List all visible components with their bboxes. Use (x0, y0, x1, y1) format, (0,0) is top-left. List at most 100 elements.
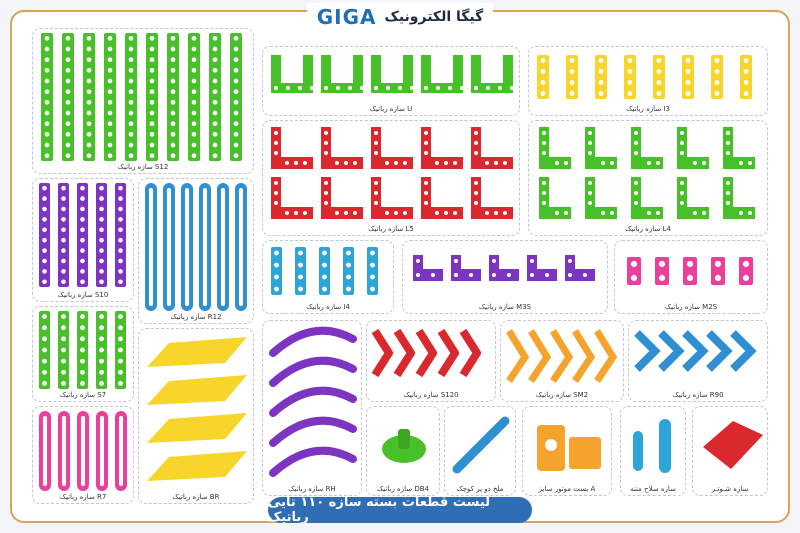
m3s-parts (413, 255, 599, 281)
header: GIGA گیگا الکترونیک (0, 0, 800, 34)
chevron-part (415, 328, 437, 378)
panel-m3s: سازه رباتیک M3S (402, 240, 608, 314)
panel-i3: سازه رباتیک I3 (528, 46, 768, 116)
arc-part (269, 446, 357, 477)
l-part (539, 127, 571, 169)
chevron-part (594, 329, 618, 383)
s7-parts (39, 311, 126, 389)
strip-part (146, 33, 158, 161)
i4-parts (271, 247, 378, 295)
brand-logo: GIGA (316, 5, 377, 29)
panel-rh-label: سازه رباتیک RH (288, 485, 336, 493)
strip-part (566, 55, 578, 99)
l-part (677, 177, 709, 219)
panel-l5: سازه رباتیک L5 (262, 120, 520, 236)
panel-u: سازه رباتیک U (262, 46, 520, 116)
panel-br: سازه رباتیک BR (138, 328, 254, 504)
chevron-part (437, 328, 459, 378)
l-part (471, 127, 513, 169)
l-part (271, 127, 313, 169)
panel-coupler-label: ملخ دو پر کوچک (456, 485, 504, 493)
panel-s120: سازه رباتیک S120 (366, 320, 496, 402)
strip-part (595, 55, 607, 99)
panel-l4: سازه رباتیک L4 (528, 120, 768, 236)
panel-l4-label: سازه رباتیک L4 (625, 225, 671, 233)
m2s-parts (627, 257, 753, 285)
l-part (631, 177, 663, 219)
chevron-part (528, 329, 552, 383)
panel-u-label: سازه رباتیک U (369, 105, 413, 113)
panel-br-label: سازه رباتیک BR (172, 493, 220, 501)
panel-s10: سازه رباتیک S10 (32, 178, 134, 302)
strip-part (62, 33, 74, 161)
s12-parts (41, 33, 242, 161)
blade-part (147, 375, 247, 405)
arc-part (269, 356, 357, 387)
s10-parts (39, 183, 126, 287)
chevron-part (682, 330, 709, 372)
strip-part (83, 33, 95, 161)
chevron-part (550, 329, 574, 383)
strip-part (537, 55, 549, 99)
panel-shovel-label: سازه شـوتـر (711, 485, 749, 493)
panel-hex-key: سازه سلاح متنه (620, 406, 686, 496)
chevron-part (730, 330, 757, 372)
strip-part (319, 247, 330, 295)
l-part (723, 127, 755, 169)
u-parts (271, 55, 514, 93)
arc-part (269, 416, 357, 447)
u-part (271, 55, 313, 93)
u-part (421, 55, 463, 93)
panel-s7: سازه رباتیک S7 (32, 306, 134, 402)
drill-part (633, 431, 643, 471)
panel-coupler: ملخ دو پر کوچک (444, 406, 516, 496)
panel-r12-label: سازه رباتیک R12 (170, 313, 222, 321)
strip-part (271, 247, 282, 295)
panel-i3-label: سازه رباتیک I3 (626, 105, 670, 113)
chevron-part (634, 330, 661, 372)
footer-banner: لیست قطعات بسته سازه ۱۱۰ تایی رباتیک (268, 495, 532, 525)
panel-motor-mount: بست موتور سایز A (522, 406, 612, 496)
panel-m2s-label: سازه رباتیک M2S (664, 303, 718, 311)
strip-part (367, 247, 378, 295)
l-part (723, 177, 755, 219)
strip-part (740, 55, 752, 99)
l-part (321, 177, 363, 219)
panel-sm2: سازه رباتیک SM2 (500, 320, 624, 402)
m-part (413, 255, 443, 281)
br-parts (147, 337, 247, 481)
chevron-part (706, 330, 733, 372)
strip-part (682, 55, 694, 99)
u-part (321, 55, 363, 93)
panel-r90-label: سازه رباتیک R90 (672, 391, 724, 399)
shovel-parts (703, 421, 763, 469)
m-part (527, 255, 557, 281)
strip-part (125, 33, 137, 161)
panel-r7: سازه رباتیک R7 (32, 406, 134, 504)
panel-s7-label: سازه رباتیک S7 (59, 391, 107, 399)
chevron-part (459, 328, 481, 378)
panel-l5-label: سازه رباتیک L5 (368, 225, 414, 233)
m-part (565, 255, 595, 281)
drill-part (659, 419, 671, 473)
strip-part (115, 183, 126, 287)
i3-parts (537, 55, 752, 99)
panel-sm2-label: سازه رباتیک SM2 (535, 391, 589, 399)
u-part (471, 55, 513, 93)
panel-db4: سازه رباتیک DB4 (366, 406, 440, 496)
strip-part (58, 183, 69, 287)
db4-parts (382, 429, 426, 463)
strip-part (230, 33, 242, 161)
panel-i4: سازه رباتیک I4 (262, 240, 394, 314)
s120-parts (371, 328, 481, 378)
l-part (585, 127, 617, 169)
blade-part (147, 413, 247, 443)
strip-part (41, 33, 53, 161)
panel-r7-label: سازه رباتیک R7 (59, 493, 107, 501)
strip-part (39, 183, 50, 287)
strip-part (739, 257, 753, 285)
motor-mount-parts (537, 425, 601, 471)
arc-part (269, 386, 357, 417)
l5-parts (271, 127, 513, 219)
chevron-part (572, 329, 596, 383)
